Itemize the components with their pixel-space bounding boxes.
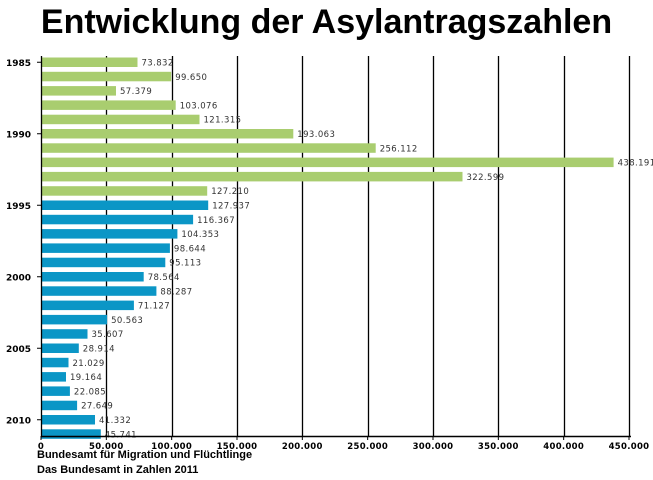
value-label-1987: 57.379 <box>120 87 152 97</box>
x-tick-label-200000: 200.000 <box>282 442 323 452</box>
x-tick-labels: 0 50.000 100.000 150.000 200.000 250.000 300.0… <box>38 436 650 452</box>
bar-2003 <box>41 314 108 325</box>
bar-2005 <box>41 343 79 353</box>
year-tick-label-2005: 2005 <box>6 345 31 355</box>
bar-1989 <box>41 114 200 125</box>
value-label-1999: 95.113 <box>169 259 201 269</box>
bar-1997 <box>41 229 178 239</box>
bar-1988 <box>41 100 176 110</box>
year-tick-label-2010: 2010 <box>6 416 31 426</box>
bar-2000 <box>41 272 144 282</box>
x-tick-label-150000: 150.000 <box>217 442 258 452</box>
value-label-1991: 256.112 <box>380 144 418 154</box>
value-label-2004: 35.607 <box>92 330 124 340</box>
value-label-2011: 45.741 <box>105 430 137 440</box>
bar-1986 <box>41 71 172 82</box>
x-tick-label-300000: 300.000 <box>413 442 454 452</box>
value-label-2002: 71.127 <box>138 302 170 312</box>
x-tick-label-350000: 350.000 <box>478 442 519 452</box>
bar-1995 <box>41 200 209 210</box>
value-label-1990: 193.063 <box>297 130 335 140</box>
bar-1993 <box>41 171 463 182</box>
value-label-2009: 27.649 <box>81 402 113 412</box>
bar-2011 <box>41 429 101 439</box>
bars <box>41 57 614 439</box>
value-label-2008: 22.085 <box>74 387 106 397</box>
value-label-1989: 121.315 <box>204 116 242 126</box>
x-tick-label-0: 0 <box>38 442 44 452</box>
x-tick-label-250000: 250.000 <box>347 442 388 452</box>
source-line-1: Bundesamt für Migration und Flüchtlinge <box>37 449 253 461</box>
bar-1992 <box>41 157 614 168</box>
bar-1999 <box>41 257 166 268</box>
value-label-1988: 103.076 <box>180 101 218 111</box>
axes <box>40 56 631 438</box>
x-tick-label-400000: 400.000 <box>543 442 584 452</box>
bar-2006 <box>41 357 69 368</box>
value-label-1992: 438.191 <box>618 159 653 169</box>
bar-1991 <box>41 143 376 153</box>
year-tick-label-1985: 1985 <box>6 59 31 69</box>
value-label-2000: 78.564 <box>148 273 180 283</box>
value-label-2007: 19.164 <box>70 373 102 383</box>
year-tick-labels: 1985 1990 1995 2000 2005 2010 <box>6 59 41 426</box>
value-label-2001: 88.287 <box>160 287 192 297</box>
value-label-1994: 127.210 <box>211 187 249 197</box>
value-label-1997: 104.353 <box>181 230 219 240</box>
bar-1998 <box>41 243 170 253</box>
year-tick-label-1990: 1990 <box>6 130 31 140</box>
value-label-1986: 99.650 <box>175 73 207 83</box>
value-label-2006: 21.029 <box>73 359 105 369</box>
bar-2001 <box>41 286 157 296</box>
bar-1994 <box>41 186 208 196</box>
value-label-1995: 127.937 <box>212 202 250 212</box>
value-label-1993: 322.599 <box>467 173 505 183</box>
value-label-1998: 98.644 <box>174 244 206 254</box>
source-line-2: Das Bundesamt in Zahlen 2011 <box>37 464 199 476</box>
x-tick-label-450000: 450.000 <box>609 442 650 452</box>
value-label-2005: 28.914 <box>83 345 115 355</box>
bar-2010 <box>41 415 95 425</box>
bar-2008 <box>41 386 70 396</box>
chart-title: Entwicklung der Asylantragszahlen <box>40 3 613 41</box>
value-label-1985: 73.832 <box>142 59 174 69</box>
bar-2007 <box>41 372 66 382</box>
bar-1996 <box>41 214 194 225</box>
bar-1990 <box>41 129 294 139</box>
bar-1985 <box>41 57 138 67</box>
value-label-2010: 41.332 <box>99 416 131 426</box>
bar-1987 <box>41 86 116 96</box>
bar-2009 <box>41 400 78 411</box>
year-tick-label-1995: 1995 <box>6 202 31 212</box>
x-tick-label-100000: 100.000 <box>151 442 192 452</box>
value-label-2003: 50.563 <box>111 316 143 326</box>
bar-2004 <box>41 329 88 339</box>
value-label-1996: 116.367 <box>197 216 235 226</box>
bar-2002 <box>41 300 134 311</box>
year-tick-label-2000: 2000 <box>6 273 31 283</box>
x-tick-label-50000: 50.000 <box>89 442 124 452</box>
